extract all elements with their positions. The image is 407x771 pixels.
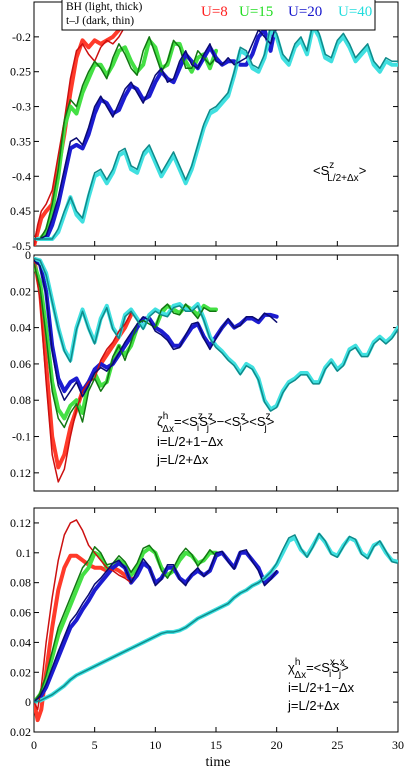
y-tick-label: 0.02 [10,725,31,739]
y-tick-label: -0.1 [12,430,31,444]
x-tick-label: 5 [92,738,98,752]
legend: BH (light, thick) t–J (dark, thin) U=8 U… [61,0,376,31]
annotation-bottom-j: j=L/2+Δx [287,698,340,713]
y-tick-label: 0.25 [10,65,31,79]
y-tick-label: 0.02 [10,284,31,298]
series-u8-tj [34,11,132,246]
y-tick-label: 0.12 [10,466,31,480]
x-tick-label: 20 [271,738,283,752]
plot-frame [33,254,399,492]
legend-u8: U=8 [201,4,228,20]
x-tick-label: 10 [149,738,161,752]
series-group [34,519,398,723]
y-tick-label: 0.04 [10,635,31,649]
legend-method-tj: t–J (dark, thin) [66,15,134,27]
annotation-middle: ζh Δx=<Sz iSz j>−<Sz i><Sz j> i=L/2+1−Δx j=L/… [156,411,274,467]
y-tick-label: 0.02 [10,665,31,679]
y-tick-label: 0.06 [10,357,31,371]
series-u8-bh [34,6,134,246]
series-u40-tj [34,257,398,412]
panel-middle: 0 0.02 0.04 0.06 0.08 -0.1 0.12 [10,248,399,492]
y-tick-label: -0.3 [12,100,31,114]
series-u15-tj [34,544,217,703]
series-u40-tj [34,532,398,703]
series-u8-tj [34,519,132,711]
series-group [34,6,398,246]
y-tick-label: 0.12 [10,516,31,530]
series-u15-tj [34,263,217,429]
plot-frame [33,507,399,733]
y-tick-label: 0.06 [10,606,31,620]
y-tick-label: 0.1 [16,546,31,560]
x-tick-label: 15 [210,738,222,752]
legend-method-bh: BH (light, thick) [66,1,143,13]
legend-u40: U=40 [338,4,372,20]
y-tick-label: 0.08 [10,576,31,590]
annotation-bottom: χh Δx=<Sx iSx j> i=L/2+1−Δx j=L/2+Δx [287,657,355,713]
legend-u15: U=15 [239,4,273,20]
series-group [34,256,398,483]
annotation-middle-formula: ζh Δx=<Sz iSz j>−<Sz i><Sz j> [157,411,274,435]
series-u20-tj [34,259,278,401]
annotation-middle-j: j=L/2+Δx [156,452,209,467]
series-u40-tj [34,22,398,240]
legend-u20: U=20 [288,4,322,20]
y-tick-label: 0.35 [10,134,31,148]
y-tick-label: -0.2 [12,30,31,44]
y-tick-label: 0 [25,695,31,709]
y-tick-label: 0.04 [10,321,31,335]
series-u20-tj [34,549,278,703]
x-tick-label: 30 [392,738,404,752]
series-u15-bh [34,38,218,242]
y-tick-label: 0 [25,248,31,262]
series-u15-tj [34,36,217,240]
x-tick-label: 25 [331,738,343,752]
series-u15-bh [34,262,218,421]
annotation-bottom-formula: χh Δx=<Sx iSx j> [288,657,349,681]
panel-top: -0.5 0.45 -0.4 0.35 -0.3 0.25 -0.2 [10,1,399,253]
y-tick-label: -0.4 [12,169,31,183]
series-u40-bh [34,24,398,242]
annotation-top: <Sz L/2+Δx> [313,160,366,184]
y-tick-label: 0.08 [10,393,31,407]
y-tick-label: -0.5 [12,239,31,253]
annotation-middle-i: i=L/2+1−Δx [157,434,224,449]
series-u8-tj [34,257,132,483]
x-tick-label: 0 [31,738,37,752]
annotation-bottom-i: i=L/2+1−Δx [288,680,355,695]
series-u15-bh [34,546,218,705]
x-axis-label: time [206,755,231,770]
legend-box [61,0,376,31]
y-tick-label: 0.45 [10,204,31,218]
annotation-top-text: <Sz L/2+Δx> [313,160,366,184]
